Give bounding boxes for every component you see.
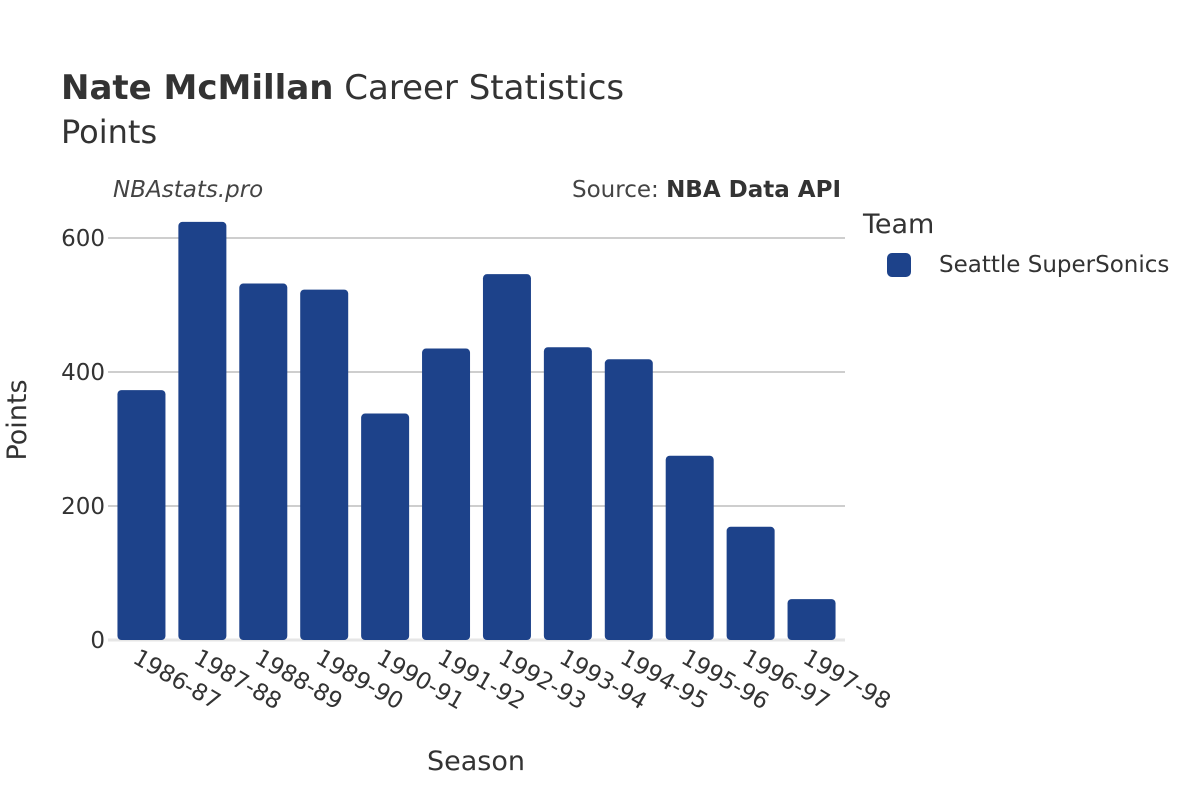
x-axis-label: Season bbox=[427, 746, 525, 777]
legend-swatch bbox=[887, 253, 911, 277]
source-credit: Source: NBA Data API bbox=[572, 177, 841, 203]
site-watermark: NBAstats.pro bbox=[113, 177, 264, 203]
y-tick-label: 0 bbox=[90, 628, 105, 654]
bar-1996-97[interactable] bbox=[726, 526, 775, 640]
bar-1987-88[interactable] bbox=[178, 221, 227, 641]
legend-label: Seattle SuperSonics bbox=[939, 252, 1170, 278]
source-name: NBA Data API bbox=[666, 177, 841, 203]
bar-1995-96[interactable] bbox=[665, 455, 714, 640]
source-prefix: Source: bbox=[572, 177, 667, 203]
y-tick-labels: 0 200 400 600 bbox=[61, 226, 105, 654]
title-suffix: Career Statistics bbox=[333, 68, 625, 108]
bar-1988-89[interactable] bbox=[239, 283, 288, 640]
bar-1991-92[interactable] bbox=[422, 348, 471, 640]
chart-title: Nate McMillan Career Statistics bbox=[61, 68, 624, 108]
bar-1989-90[interactable] bbox=[300, 289, 349, 640]
gridlines bbox=[108, 237, 845, 642]
chart-subtitle: Points bbox=[61, 113, 158, 151]
bar-1997-98[interactable] bbox=[787, 599, 836, 640]
bar-1994-95[interactable] bbox=[604, 359, 653, 640]
bar-1993-94[interactable] bbox=[543, 347, 592, 640]
bars bbox=[117, 221, 836, 641]
y-axis-label: Points bbox=[2, 379, 33, 460]
legend-item[interactable]: Seattle SuperSonics bbox=[887, 252, 1169, 278]
legend-title: Team bbox=[863, 209, 935, 240]
x-tick-labels: 1986-871987-881988-891989-901990-911991-… bbox=[128, 645, 894, 716]
bar-1992-93[interactable] bbox=[482, 274, 531, 640]
bar-1986-87[interactable] bbox=[117, 390, 166, 640]
y-tick-label: 200 bbox=[61, 494, 105, 520]
player-name: Nate McMillan bbox=[61, 68, 334, 108]
bar-1990-91[interactable] bbox=[361, 413, 410, 640]
y-tick-label: 400 bbox=[61, 360, 105, 386]
y-tick-label: 600 bbox=[61, 226, 105, 252]
